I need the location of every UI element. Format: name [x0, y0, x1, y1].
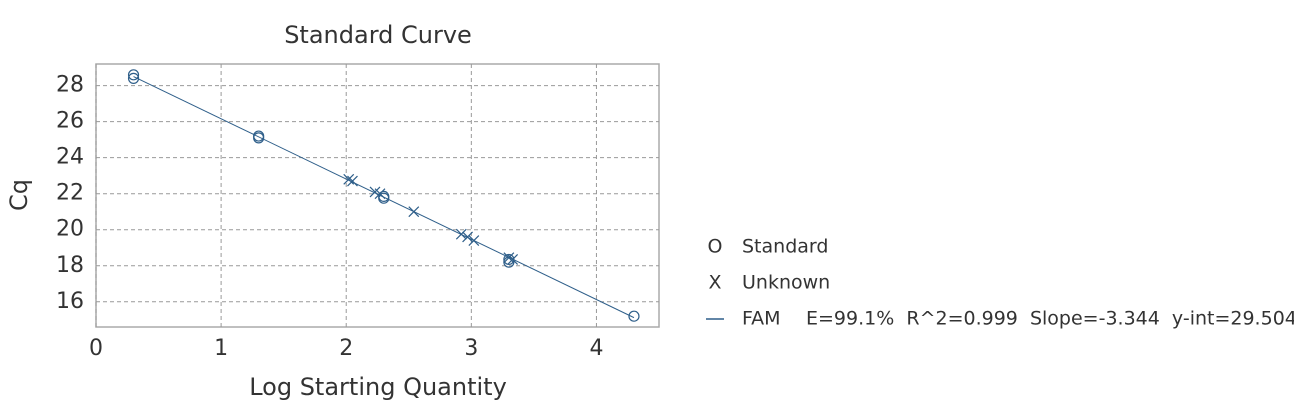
chart-title: Standard Curve [284, 21, 472, 49]
unknown-point [462, 231, 474, 243]
unknown-point [343, 173, 355, 185]
x-tick-label: 1 [214, 336, 228, 361]
unknown-point [503, 252, 515, 264]
y-tick-label: 24 [56, 145, 84, 170]
standard-point [628, 310, 640, 322]
y-axis-label: Cq [5, 179, 33, 211]
legend-symbol: O [708, 236, 723, 258]
y-tick-label: 18 [56, 253, 84, 278]
unknown-point [408, 206, 420, 218]
legend-label: FAM [742, 308, 781, 330]
standard-point [253, 132, 265, 144]
standard-point [127, 69, 140, 81]
unknown-point [455, 228, 467, 240]
x-tick-label: 4 [589, 336, 603, 361]
y-tick-label: 16 [56, 289, 84, 314]
legend-label: Unknown [742, 272, 830, 294]
y-tick-label: 28 [56, 73, 84, 98]
x-tick-label: 3 [464, 336, 478, 361]
unknown-point [347, 175, 358, 187]
standard-point [378, 192, 390, 204]
legend-stats: E=99.1% R^2=0.999 Slope=-3.344 y-int=29.… [806, 308, 1294, 330]
unknown-point [507, 254, 519, 265]
legend-label: Standard [742, 236, 828, 258]
unknown-point [468, 235, 480, 246]
legend-symbol: X [708, 272, 721, 294]
y-tick-label: 20 [56, 217, 84, 242]
y-tick-label: 26 [56, 109, 84, 134]
x-axis-label: Log Starting Quantity [249, 373, 507, 401]
x-tick-label: 2 [339, 336, 353, 361]
x-tick-label: 0 [89, 336, 103, 361]
standard-point [127, 72, 140, 85]
unknown-point [374, 188, 386, 200]
y-tick-label: 22 [56, 181, 84, 206]
standard-point [503, 253, 515, 266]
